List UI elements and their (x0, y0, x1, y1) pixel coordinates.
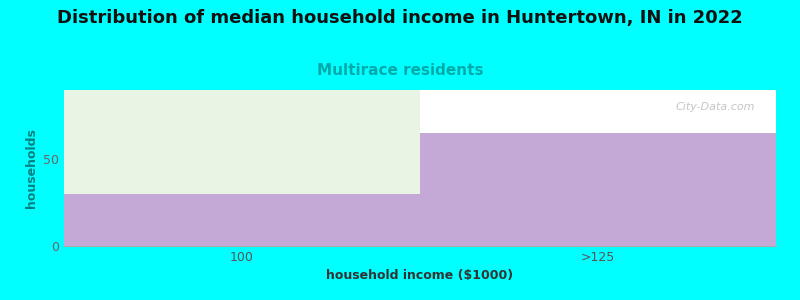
Text: Distribution of median household income in Huntertown, IN in 2022: Distribution of median household income … (57, 9, 743, 27)
Bar (64, 90, 420, 246)
Text: City-Data.com: City-Data.com (675, 103, 754, 112)
Y-axis label: households: households (25, 128, 38, 208)
Bar (420, 133, 776, 246)
X-axis label: household income ($1000): household income ($1000) (326, 269, 514, 282)
Bar (64, 194, 420, 246)
Text: Multirace residents: Multirace residents (317, 63, 483, 78)
